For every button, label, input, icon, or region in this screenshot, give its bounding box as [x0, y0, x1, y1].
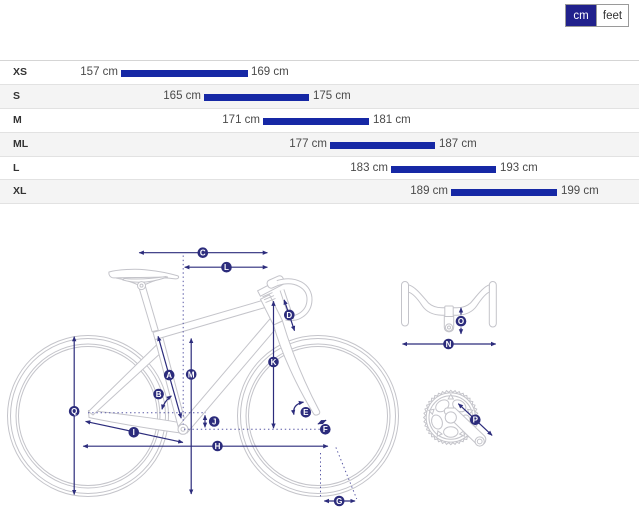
svg-text:M: M [188, 370, 195, 379]
svg-text:Q: Q [71, 407, 77, 416]
svg-text:I: I [133, 428, 135, 437]
svg-text:K: K [271, 358, 277, 367]
svg-text:D: D [286, 311, 292, 320]
svg-text:J: J [212, 417, 216, 426]
svg-text:N: N [446, 340, 452, 349]
svg-text:O: O [458, 317, 464, 326]
svg-text:L: L [224, 263, 229, 272]
svg-text:C: C [200, 249, 206, 258]
svg-text:A: A [166, 371, 172, 380]
svg-text:B: B [156, 390, 162, 399]
svg-text:H: H [215, 442, 221, 451]
svg-text:E: E [303, 408, 309, 417]
svg-text:G: G [336, 497, 342, 506]
svg-text:P: P [473, 416, 479, 425]
svg-text:F: F [323, 425, 328, 434]
